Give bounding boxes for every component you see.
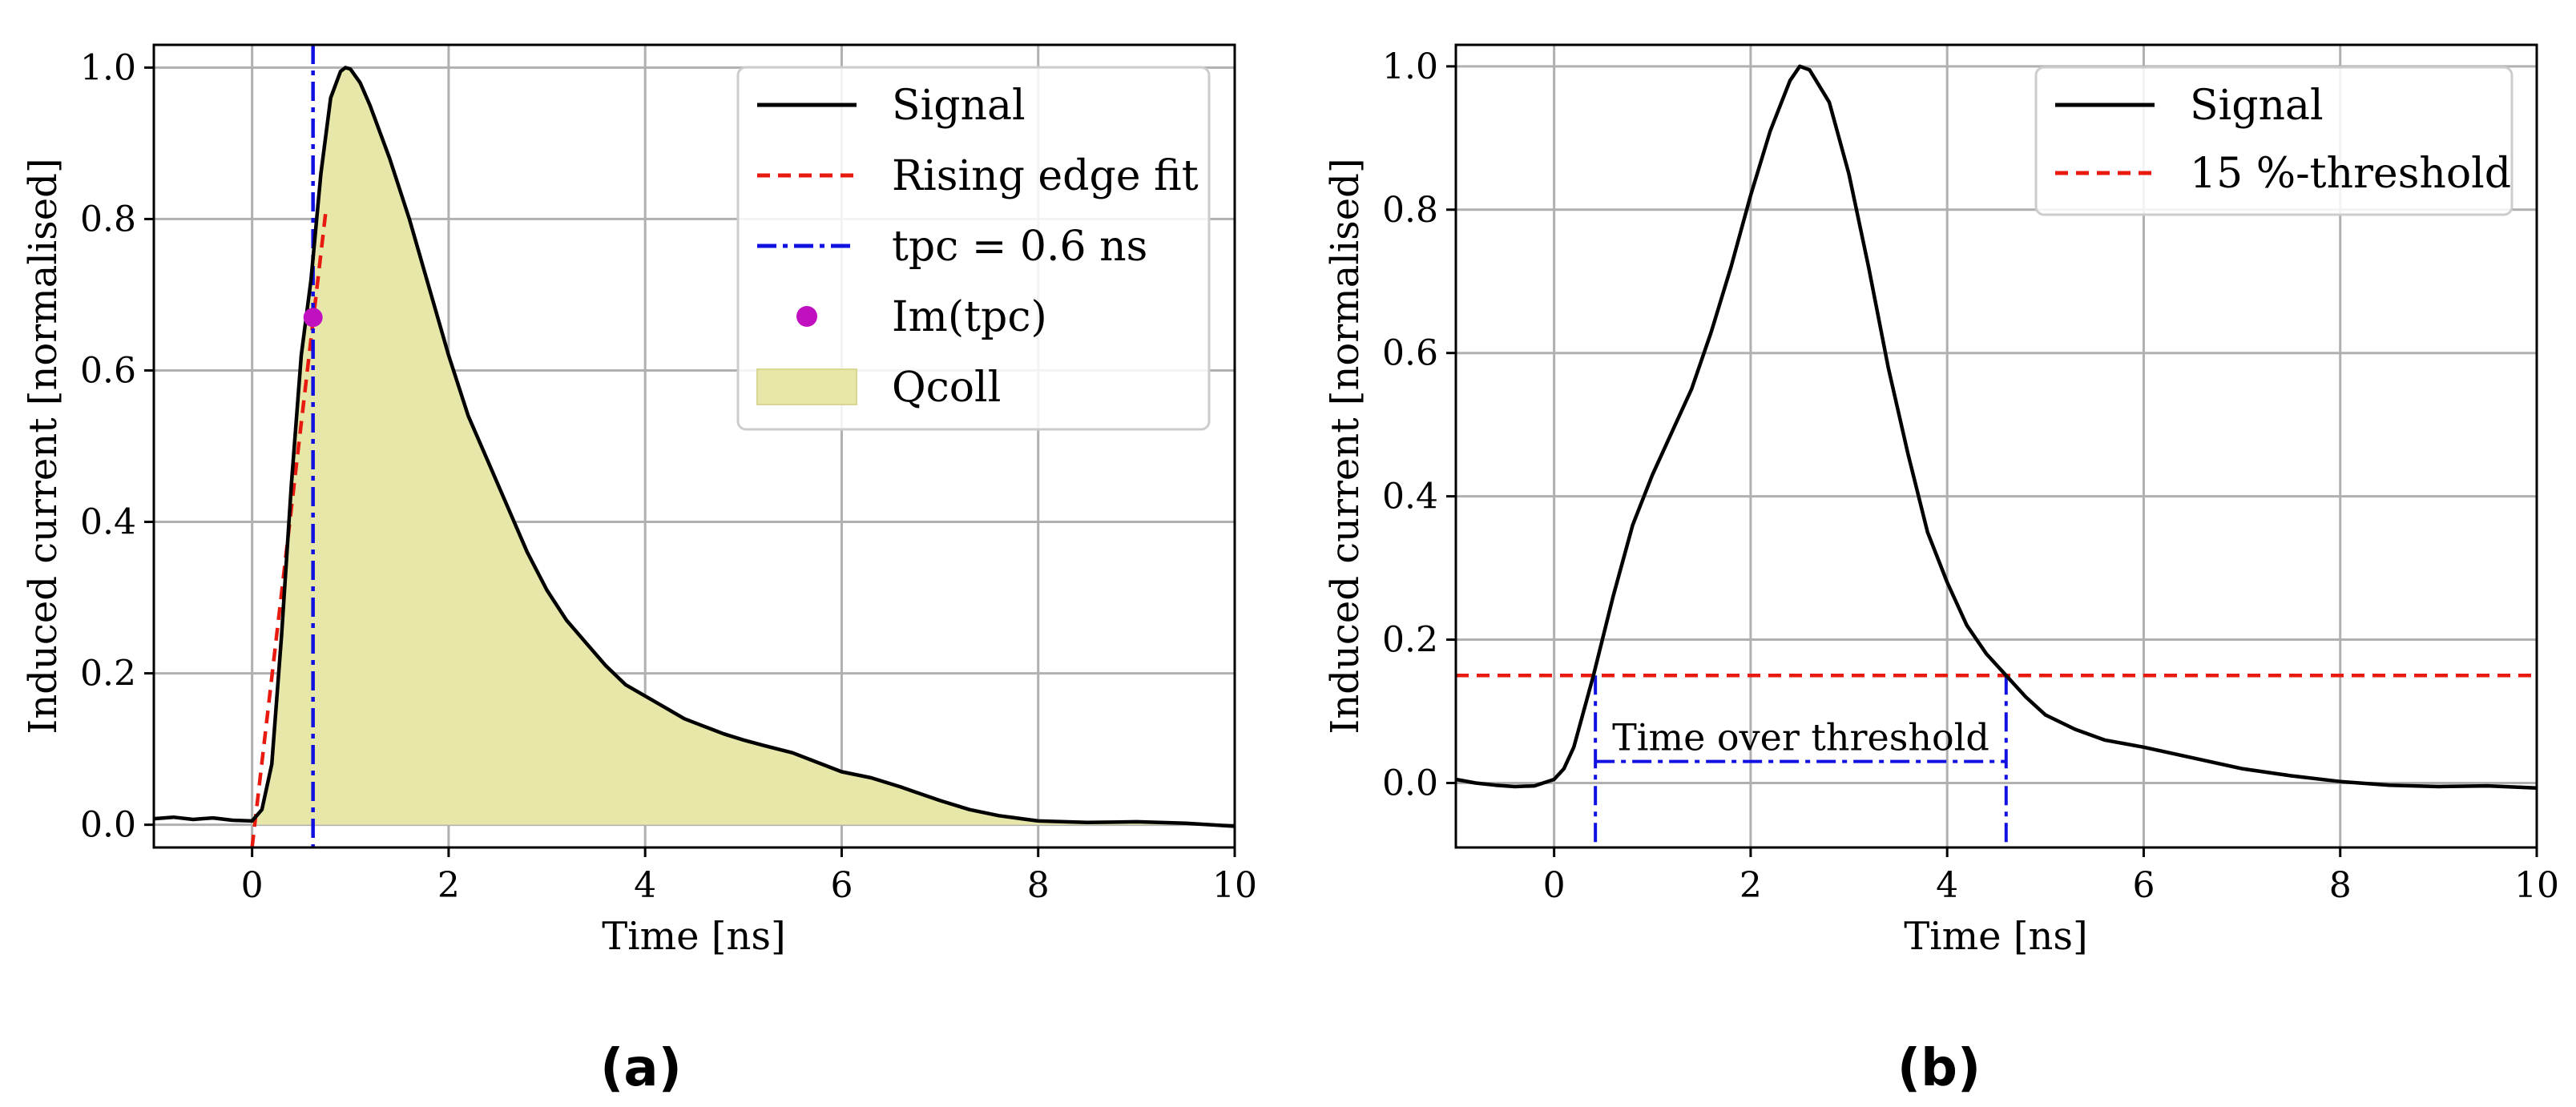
panel-b-x-tick-label: 0 [1543,865,1566,906]
panel-b-y-tick-label: 0.2 [1382,620,1438,661]
panel-a-x-tick-label: 2 [437,865,460,906]
panel-a-legend-swatch [796,306,817,327]
panel-b-y-tick-label: 0.6 [1382,333,1438,374]
panel-b-x-tick-label: 2 [1740,865,1762,906]
panel-a-legend-label: Qcoll [892,364,1001,412]
panel-b-label: (b) [1897,1039,1981,1098]
panel-a-legend-label: Signal [892,82,1026,130]
panel-a-im-tpc-marker [303,308,323,328]
panel-b-x-axis-label: Time [ns] [1904,914,2088,959]
panel-b-x-tick-label: 6 [2132,865,2155,906]
panel-b-y-tick-label: 0.0 [1382,763,1438,803]
panel-a-x-tick-label: 10 [1212,865,1257,906]
panel-a-legend-label: Rising edge fit [892,152,1199,200]
panel-b-x-tick-label: 8 [2329,865,2352,906]
panel-b-axes-frame [1454,43,2538,849]
panel-a-x-tick-label: 4 [634,865,656,906]
panel-a-x-axis-label: Time [ns] [602,914,786,959]
panel-a: 0 2 4 6 8 10 0.0 0.2 0.4 0.6 0.8 1.0 Time [ns] Indu… [21,43,1257,1098]
panel-b-y-tick-label: 1.0 [1382,46,1438,87]
panel-b-legend-label: Signal [2190,82,2324,130]
panel-a-y-tick-label: 0.2 [80,654,136,694]
panel-a-x-tick-label: 8 [1027,865,1050,906]
panel-a-y-tick-label: 0.6 [80,350,136,391]
panel-b-x-tick-label: 4 [1936,865,1958,906]
panel-b-y-axis-label: Induced current [normalised] [1323,158,1368,734]
panel-a-label: (a) [600,1039,682,1098]
panel-b: Time over threshold 0 2 4 6 8 100.00.20.40.60… [1323,43,2559,1098]
panel-a-qcoll-fill [252,67,1236,827]
panel-a-y-tick-label: 0.4 [80,502,136,543]
panel-b-y-tick-label: 0.4 [1382,477,1438,517]
panel-a-signal-line [153,66,1236,828]
panel-a-x-tick-label: 6 [830,865,853,906]
panel-a-legend-label: Im(tpc) [892,293,1047,341]
panel-b-y-tick-label: 0.8 [1382,190,1438,231]
panel-a-y-tick-label: 0.8 [80,199,136,240]
panel-a-legend-box [736,66,1211,431]
panel-b-legend-box [2034,66,2514,216]
panel-a-y-axis-label: Induced current [normalised] [21,158,66,734]
panel-b-time-over-threshold-bracket: Time over threshold [1594,675,2008,847]
panel-b-legend: Signal 15 %-threshold [2034,66,2514,216]
panel-a-y-tick-label: 1.0 [80,47,136,88]
panel-a-y-tick-label: 0.0 [80,805,136,846]
panel-a-legend-label: tpc = 0.6 ns [892,223,1147,271]
panel-b-signal-line [1455,64,2538,790]
tot-label: Time over threshold [1612,716,1989,759]
panel-a-ticks: 0 2 4 6 8 10 0.0 0.2 0.4 0.6 0.8 1.0 [80,47,1257,906]
panel-a-x-tick-label: 0 [241,865,264,906]
panel-a-axes-frame [152,43,1236,849]
panel-a-legend-swatch [756,368,857,405]
panel-a-legend: Signal Rising edge fit tpc = 0.6 ns Im(tpc)… [736,66,1211,431]
panel-b-x-tick-label: 10 [2514,865,2559,906]
panel-b-ticks: 0 2 4 6 8 10 0.0 0.2 0.4 0.6 0.8 1.0 [1382,46,2559,906]
panel-b-legend-label: 15 %-threshold [2190,150,2511,198]
